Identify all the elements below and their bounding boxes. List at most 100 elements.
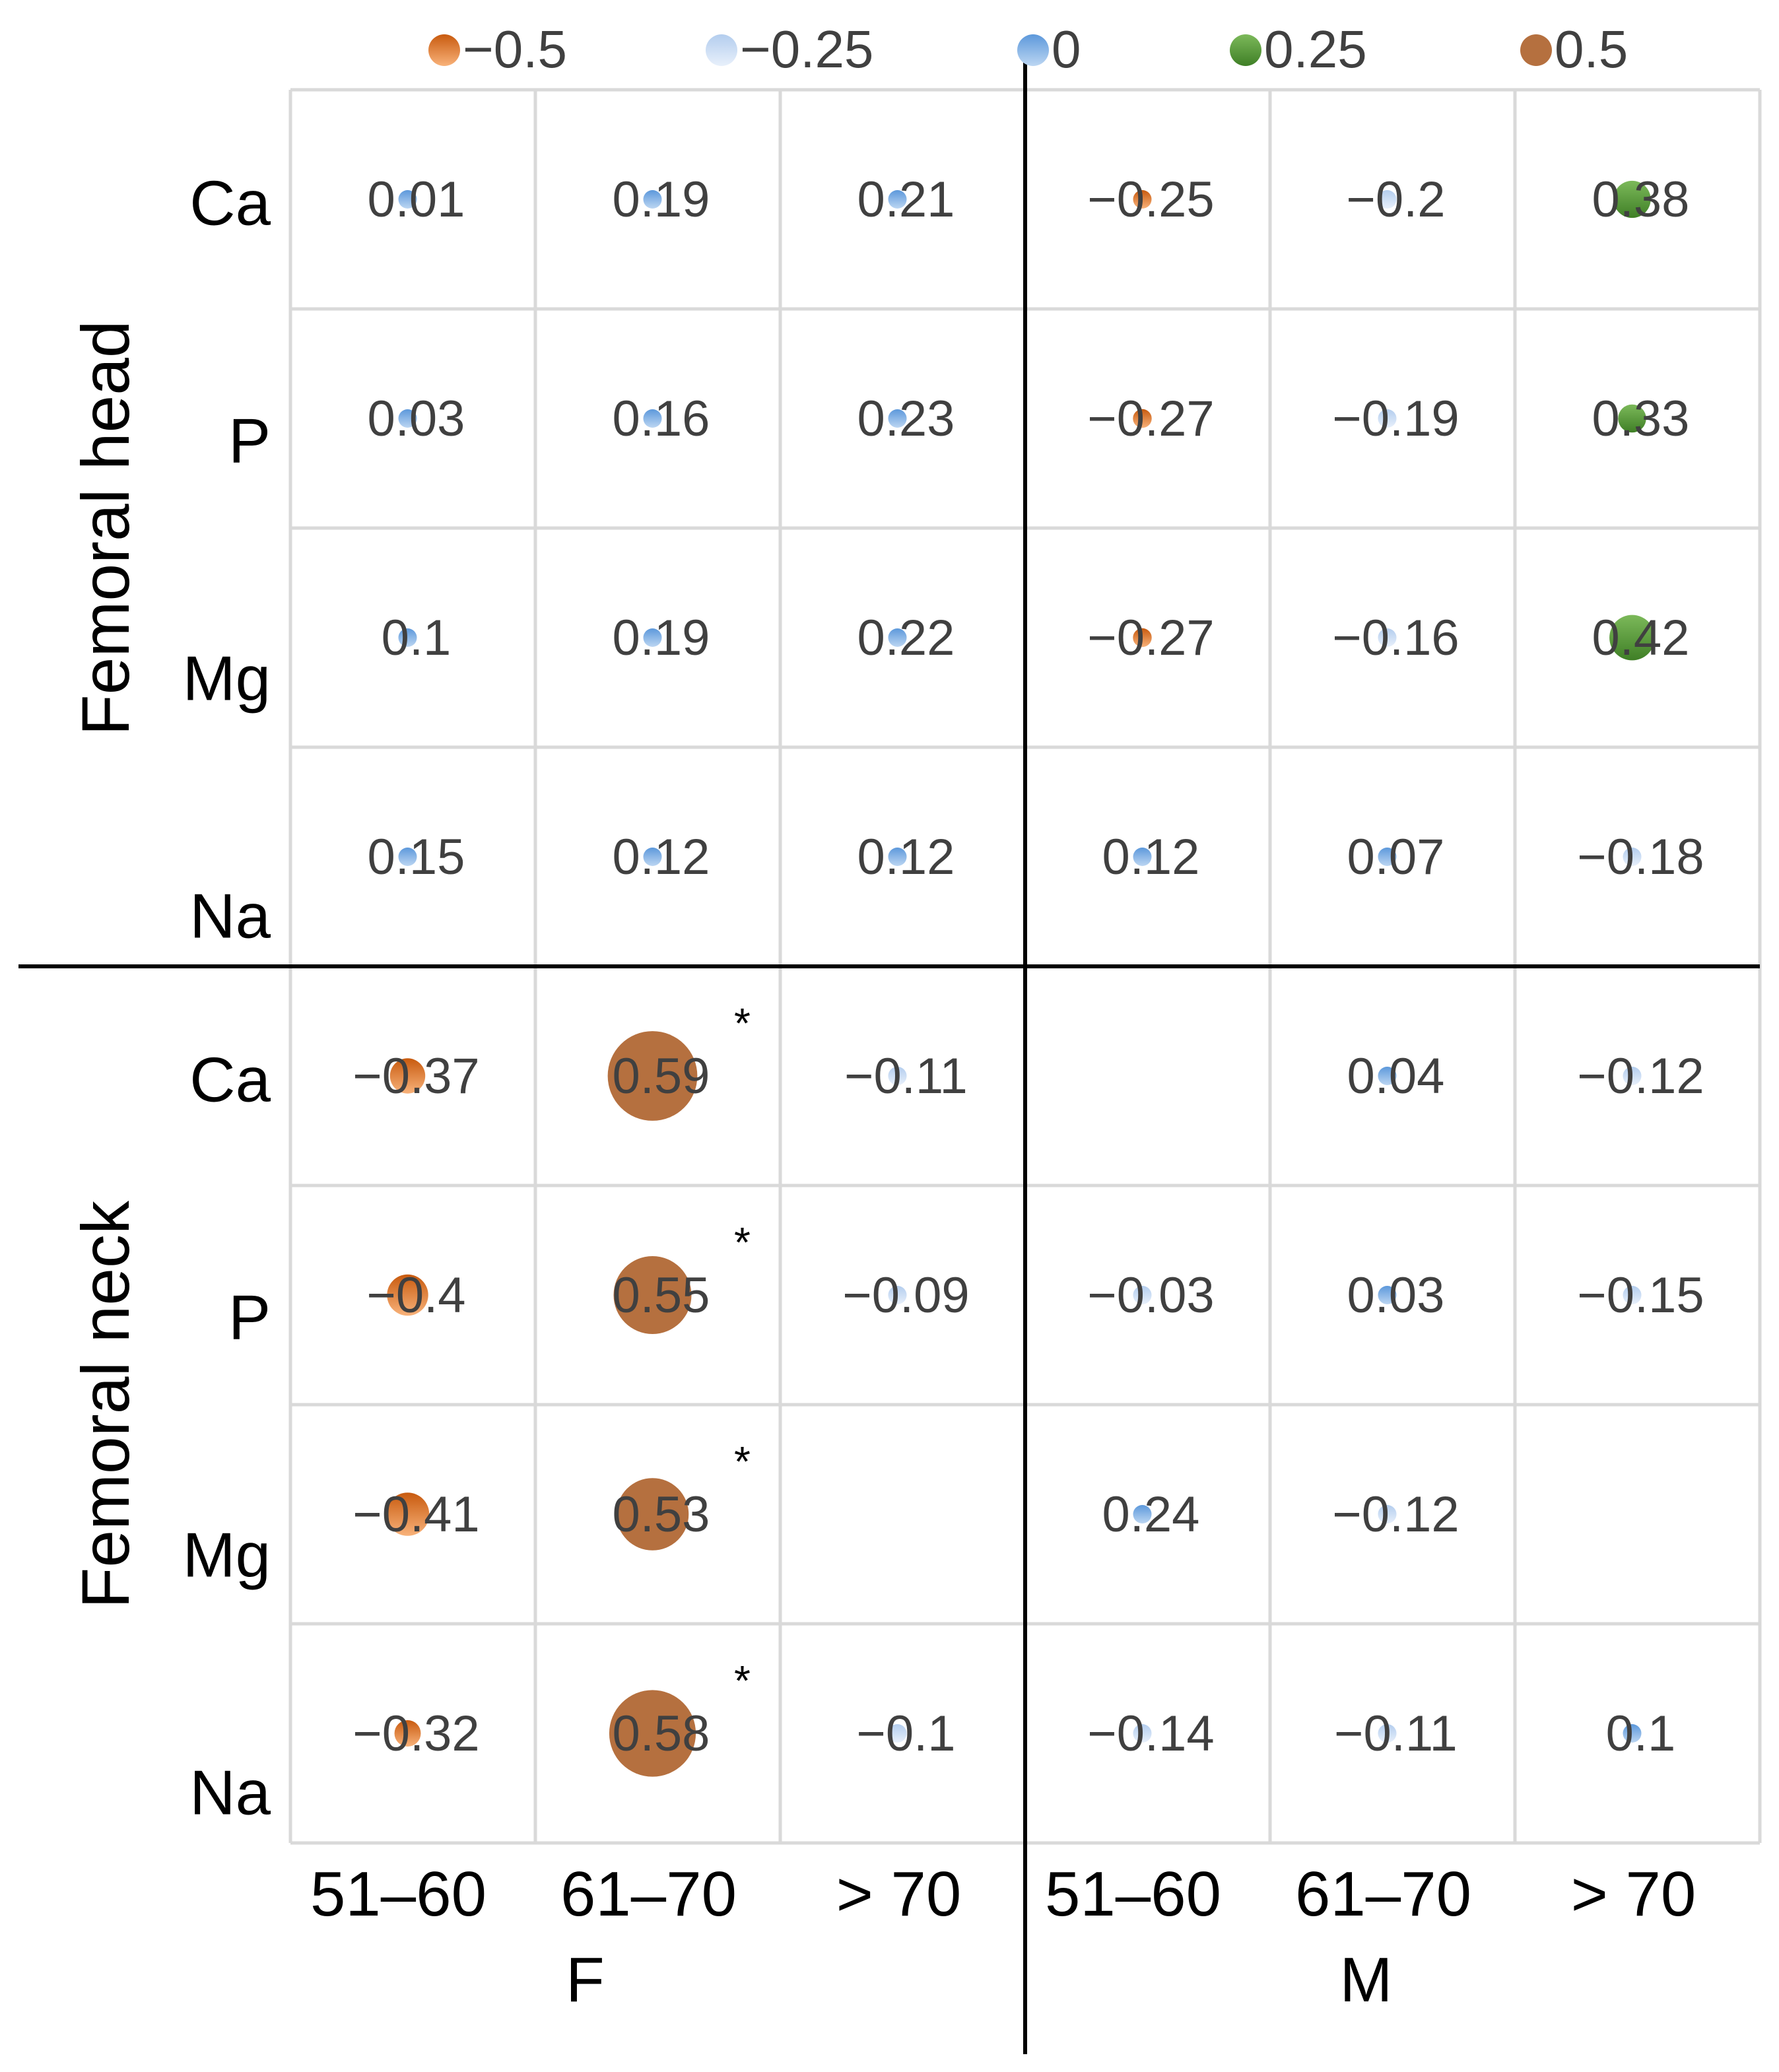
- bubble: [1378, 1067, 1397, 1085]
- value-label: −0.41: [352, 1487, 479, 1543]
- bubble: [1623, 1286, 1642, 1304]
- bubble: [1623, 1724, 1642, 1743]
- bubble: [888, 409, 907, 428]
- value-label: −0.2: [1346, 172, 1445, 228]
- value-label: 0.12: [857, 829, 955, 885]
- bubble: [888, 190, 907, 209]
- significance-marker: *: [734, 1438, 751, 1485]
- bubble: [609, 1690, 696, 1777]
- row-tick-label: Na: [189, 1758, 271, 1828]
- bubble: [1378, 1286, 1397, 1304]
- row-tick-label: Ca: [189, 168, 271, 239]
- legend-label: 0.5: [1555, 20, 1628, 79]
- value-label: 0.12: [1102, 829, 1200, 885]
- bubble: [643, 409, 662, 428]
- value-label: 0.15: [368, 829, 465, 885]
- bubble: [613, 1256, 692, 1334]
- value-label: 0.33: [1592, 391, 1690, 447]
- column-tick-label: > 70: [836, 1859, 962, 1929]
- significance-marker: *: [734, 999, 751, 1047]
- legend-label: 0: [1052, 20, 1081, 79]
- value-label: 0.1: [382, 610, 452, 666]
- column-tick-label: 51–60: [310, 1859, 487, 1929]
- value-label: −0.19: [1332, 391, 1459, 447]
- bubble: [1133, 1724, 1152, 1743]
- row-tick-label: P: [228, 406, 271, 477]
- value-label: −0.4: [366, 1267, 465, 1323]
- bubble: [386, 1492, 430, 1536]
- value-label: −0.09: [842, 1267, 969, 1323]
- bubble: [888, 628, 907, 647]
- value-label: 0.24: [1102, 1487, 1200, 1543]
- labels: 0.01 0.19 0.21 −0.25 −0.2 0.38 0.03 0.16 0.23 −0.…: [68, 168, 1704, 2015]
- value-label: −0.1: [856, 1706, 955, 1762]
- value-label: 0.1: [1606, 1706, 1676, 1762]
- bubble: [888, 1286, 907, 1304]
- value-label: 0.01: [368, 172, 465, 228]
- value-label: 0.07: [1347, 829, 1445, 885]
- value-label: 0.16: [613, 391, 710, 447]
- bubble: [1133, 848, 1152, 866]
- row-tick-label: P: [228, 1283, 271, 1353]
- column-tick-label: 51–60: [1045, 1859, 1221, 1929]
- bubble: [1378, 628, 1397, 647]
- value-label: 0.03: [368, 391, 465, 447]
- bubble: [1133, 409, 1152, 428]
- value-label: −0.16: [1332, 610, 1459, 666]
- legend-swatch: [1230, 34, 1261, 66]
- bubble: [398, 190, 417, 209]
- bubble: [389, 1058, 426, 1094]
- bubble: [1378, 190, 1397, 209]
- value-label: −0.32: [352, 1706, 479, 1762]
- legend-label: −0.5: [463, 20, 567, 79]
- value-label: 0.21: [857, 172, 955, 228]
- significance-marker: *: [734, 1219, 751, 1266]
- bubble: [607, 1031, 698, 1121]
- bubble: [1378, 1505, 1397, 1523]
- value-label: −0.18: [1577, 829, 1704, 885]
- row-group-label: Femoral neck: [68, 1200, 143, 1609]
- value-label: −0.25: [1087, 172, 1214, 228]
- value-label: 0.22: [857, 610, 955, 666]
- column-group-label: M: [1340, 1945, 1393, 2015]
- value-label: 0.59: [613, 1048, 710, 1104]
- bubble: [394, 1720, 421, 1747]
- bubble: [1378, 848, 1397, 866]
- row-tick-label: Ca: [189, 1045, 271, 1116]
- row-tick-label: Mg: [183, 1520, 271, 1591]
- value-label: −0.27: [1087, 391, 1214, 447]
- value-label: 0.03: [1347, 1267, 1445, 1323]
- bubble: [1613, 180, 1651, 218]
- bubble: [888, 1724, 907, 1743]
- legend-swatch: [706, 34, 737, 66]
- legend-swatch: [1520, 34, 1552, 66]
- bubble: [1378, 409, 1397, 428]
- bubble: [1133, 190, 1152, 209]
- value-label: 0.19: [613, 172, 710, 228]
- bubble: [888, 1067, 907, 1085]
- value-label: −0.15: [1577, 1267, 1704, 1323]
- legend-label: 0.25: [1264, 20, 1367, 79]
- bubble: [398, 848, 417, 866]
- column-tick-label: 61–70: [560, 1859, 737, 1929]
- value-label: 0.04: [1347, 1048, 1445, 1104]
- legend-label: −0.25: [740, 20, 873, 79]
- value-label: −0.11: [844, 1048, 968, 1104]
- legend-swatch: [1017, 34, 1049, 66]
- column-tick-label: 61–70: [1295, 1859, 1471, 1929]
- value-label: −0.37: [352, 1048, 479, 1104]
- value-label: −0.27: [1087, 610, 1214, 666]
- bubble: [1623, 848, 1642, 866]
- bubble: [387, 1274, 428, 1316]
- value-label: −0.11: [1334, 1706, 1458, 1762]
- legend: −0.5 −0.25 0 0.25 0.5: [428, 20, 1628, 79]
- bubble: [398, 409, 417, 428]
- bubble: [643, 628, 662, 647]
- column-tick-label: > 70: [1571, 1859, 1696, 1929]
- bubble: [1609, 615, 1655, 661]
- value-label: −0.12: [1577, 1048, 1704, 1104]
- value-label: 0.53: [613, 1487, 710, 1543]
- legend-swatch: [428, 34, 460, 66]
- value-label: 0.58: [613, 1706, 710, 1762]
